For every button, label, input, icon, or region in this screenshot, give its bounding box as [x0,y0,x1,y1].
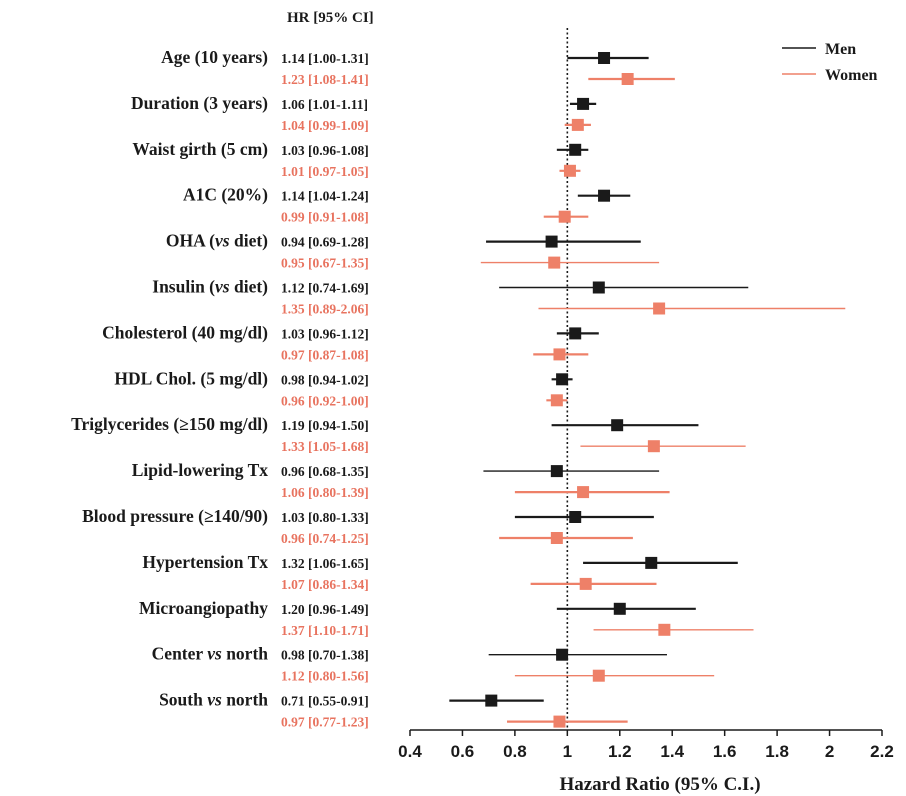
row-label: Triglycerides (≥150 mg/dl) [71,414,268,434]
women-hr-marker [548,256,561,269]
row-label: Microangiopathy [139,598,268,618]
women-hr-marker [621,73,634,85]
men-hr-marker [569,143,582,156]
legend-label: Men [825,41,856,58]
women-hr-text: 1.23 [1.08-1.41] [281,72,369,87]
men-hr-marker [613,602,626,615]
men-hr-text: 1.32 [1.06-1.65] [281,556,369,571]
men-hr-marker [598,52,611,64]
men-hr-text: 0.98 [0.94-1.02] [281,372,369,387]
women-hr-text: 0.96 [0.92-1.00] [281,393,369,408]
women-hr-marker [647,440,660,453]
men-hr-marker [577,97,590,110]
row-label: A1C (20%) [183,185,268,205]
row-label: Hypertension Tx [142,552,268,572]
x-tick-label: 2.2 [870,742,894,761]
men-hr-marker [611,419,624,432]
x-axis-title: Hazard Ratio (95% C.I.) [559,774,760,795]
men-hr-text: 1.12 [0.74-1.69] [281,281,369,296]
men-hr-text: 1.19 [0.94-1.50] [281,418,369,433]
men-hr-marker [592,281,605,294]
x-tick-label: 0.6 [451,742,475,761]
x-tick-label: 1.4 [660,742,684,761]
women-hr-text: 1.07 [0.86-1.34] [281,577,369,592]
men-hr-marker [485,694,498,707]
women-hr-text: 1.35 [0.89-2.06] [281,302,369,317]
women-hr-text: 1.37 [1.10-1.71] [281,623,369,638]
women-hr-marker [592,669,605,682]
women-hr-marker [550,532,563,544]
men-hr-marker [556,373,569,386]
men-hr-marker [645,556,658,569]
men-hr-marker [569,511,582,523]
men-hr-text: 1.20 [0.96-1.49] [281,602,369,617]
women-hr-text: 0.99 [0.91-1.08] [281,210,369,225]
women-hr-text: 1.01 [0.97-1.05] [281,164,369,179]
women-hr-marker [653,302,666,315]
row-label: Duration (3 years) [131,93,268,113]
men-hr-text: 1.06 [1.01-1.11] [281,97,368,112]
women-hr-marker [553,715,566,728]
women-hr-marker [558,210,571,223]
men-hr-text: 0.71 [0.55-0.91] [281,694,369,709]
men-hr-text: 1.14 [1.00-1.31] [281,51,369,66]
hr-column-header: HR [95% CI] [287,10,374,26]
women-hr-marker [553,348,566,361]
row-label: Age (10 years) [161,47,268,67]
women-hr-marker [563,164,576,177]
women-hr-marker [571,118,584,131]
row-label: Insulin (vs diet) [152,277,268,297]
men-hr-text: 0.94 [0.69-1.28] [281,235,369,250]
men-hr-text: 0.96 [0.68-1.35] [281,464,369,479]
men-hr-marker [550,465,563,478]
legend-label: Women [825,67,878,84]
x-tick-label: 1.2 [608,742,632,761]
men-hr-marker [545,235,558,248]
women-hr-text: 0.97 [0.77-1.23] [281,715,369,730]
men-hr-text: 1.03 [0.80-1.33] [281,510,369,525]
row-label: South vs north [159,690,268,710]
men-hr-text: 0.98 [0.70-1.38] [281,648,369,663]
row-label: Blood pressure (≥140/90) [82,506,268,526]
x-tick-label: 1.6 [713,742,737,761]
x-tick-label: 0.4 [398,742,422,761]
men-hr-text: 1.03 [0.96-1.08] [281,143,369,158]
women-hr-marker [577,486,590,499]
women-hr-text: 1.33 [1.05-1.68] [281,439,369,454]
row-label: Center vs north [152,644,269,664]
men-hr-marker [556,648,569,661]
women-hr-text: 1.12 [0.80-1.56] [281,669,369,684]
row-label: OHA (vs diet) [166,231,268,251]
men-hr-marker [598,189,611,202]
women-hr-marker [658,623,671,636]
women-hr-text: 0.96 [0.74-1.25] [281,531,369,546]
women-hr-marker [579,577,592,590]
x-tick-label: 1.8 [765,742,789,761]
women-hr-text: 1.04 [0.99-1.09] [281,118,369,133]
row-label: Waist girth (5 cm) [132,139,268,159]
x-tick-label: 0.8 [503,742,527,761]
x-tick-label: 1 [563,742,572,761]
row-label: Lipid-lowering Tx [132,460,269,480]
women-hr-text: 0.97 [0.87-1.08] [281,347,369,362]
men-hr-marker [569,327,582,340]
women-hr-text: 0.95 [0.67-1.35] [281,256,369,271]
men-hr-text: 1.14 [1.04-1.24] [281,189,369,204]
x-tick-label: 2 [825,742,834,761]
women-hr-marker [550,394,563,407]
women-hr-text: 1.06 [0.80-1.39] [281,485,369,500]
row-label: Cholesterol (40 mg/dl) [102,322,268,342]
men-hr-text: 1.03 [0.96-1.12] [281,326,369,341]
row-label: HDL Chol. (5 mg/dl) [114,368,268,388]
